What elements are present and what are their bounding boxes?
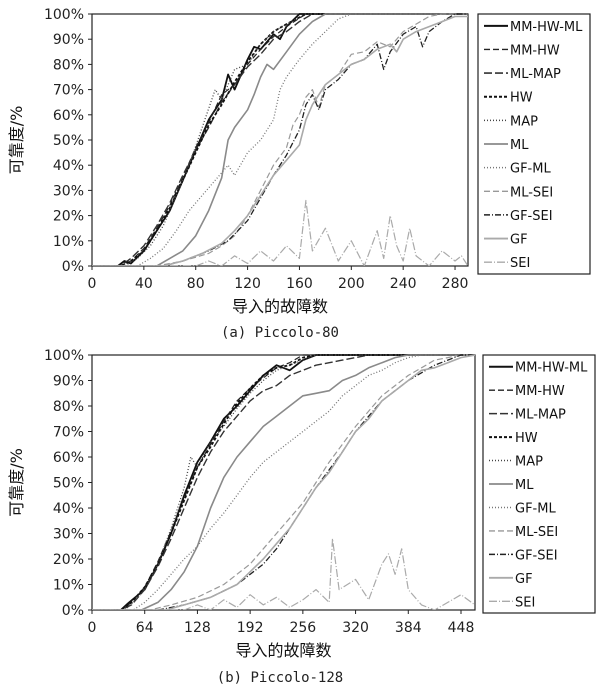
y-tick-label: 80% <box>53 57 84 73</box>
series-line-ml <box>92 13 468 266</box>
y-tick-label: 90% <box>53 374 84 390</box>
legend-label: SEI <box>510 256 530 271</box>
x-tick-label: 120 <box>234 276 261 292</box>
series-line-ml-map <box>92 13 468 266</box>
x-tick-label: 200 <box>338 276 365 292</box>
legend-label: GF-ML <box>515 501 556 516</box>
series-line-mm-hw <box>92 13 468 266</box>
legend-label: GF-ML <box>510 162 551 177</box>
legend-label: HW <box>510 91 533 106</box>
x-tick-label: 256 <box>289 620 316 636</box>
x-tick-label: 80 <box>187 276 205 292</box>
caption-piccolo-128: (b) Piccolo-128 <box>216 670 344 686</box>
series-line-gf <box>92 354 475 610</box>
series-line-ml <box>92 354 475 610</box>
x-tick-label: 128 <box>184 620 211 636</box>
y-tick-label: 70% <box>53 83 84 99</box>
series-line-gf-ml <box>92 354 475 610</box>
legend-label: HW <box>515 431 538 446</box>
x-tick-label: 448 <box>448 620 475 636</box>
legend-box <box>482 354 596 614</box>
series-line-hw <box>92 13 468 266</box>
y-tick-label: 0% <box>62 603 84 619</box>
caption-piccolo-80: (a) Piccolo-80 <box>220 325 339 341</box>
x-tick-label: 320 <box>342 620 369 636</box>
series-line-ml-map <box>92 354 475 610</box>
legend-label: MM-HW <box>510 43 560 58</box>
y-tick-label: 30% <box>53 183 84 199</box>
x-tick-label: 384 <box>395 620 422 636</box>
y-tick-label: 20% <box>53 209 84 225</box>
series-line-gf-sei <box>92 13 468 266</box>
y-tick-label: 40% <box>53 158 84 174</box>
legend-label: SEI <box>515 595 535 610</box>
chart-piccolo-80: 0% 10% 20% 30% 40% 50% 60% 70% 80% 90% 100% 0 40 80 12… <box>7 7 591 316</box>
y-tick-label: 50% <box>53 476 84 492</box>
y-tick-label: 80% <box>53 399 84 415</box>
x-axis-label: 导入的故障数 <box>232 297 328 316</box>
chart-piccolo-128: 0% 10% 20% 30% 40% 50% 60% 70% 80% 90% 100% 0 64 128 1… <box>7 348 596 660</box>
legend-label: GF-SEI <box>515 548 558 563</box>
legend-label: ML <box>515 478 534 493</box>
x-tick-label: 280 <box>442 276 469 292</box>
series-line-hw <box>92 354 475 610</box>
y-tick-label: 90% <box>53 32 84 48</box>
y-tick-label: 0% <box>62 259 84 275</box>
y-tick-label: 40% <box>53 501 84 517</box>
x-tick-label: 192 <box>237 620 264 636</box>
series-group <box>92 354 475 610</box>
series-line-sei <box>92 199 468 266</box>
y-tick-label: 10% <box>53 234 84 250</box>
plot-area <box>91 354 476 611</box>
legend-label: GF <box>515 572 533 587</box>
legend-label: ML-MAP <box>515 408 566 423</box>
y-tick-label: 10% <box>53 578 84 594</box>
legend-label: MAP <box>510 114 538 129</box>
y-tick-label: 70% <box>53 425 84 441</box>
plot-area <box>91 13 469 267</box>
legend-label: GF <box>510 233 528 248</box>
legend-label: ML-SEI <box>510 185 553 200</box>
series-line-map <box>92 354 475 610</box>
series-group <box>92 13 468 266</box>
series-line-gf-ml <box>92 13 468 266</box>
x-tick-label: 0 <box>88 620 97 636</box>
series-line-ml-sei <box>92 13 468 266</box>
legend-label: ML-SEI <box>515 525 558 540</box>
legend-label: ML-MAP <box>510 67 561 82</box>
y-tick-label: 50% <box>53 133 84 149</box>
y-tick-label: 20% <box>53 552 84 568</box>
y-axis-label: 可靠度/% <box>7 106 26 175</box>
y-tick-label: 100% <box>44 7 84 23</box>
x-axis-label: 导入的故障数 <box>235 641 331 660</box>
series-line-ml-sei <box>92 354 475 610</box>
x-tick-label: 40 <box>135 276 153 292</box>
legend-label: MM-HW <box>515 384 565 399</box>
x-tick-label: 64 <box>136 620 154 636</box>
legend-label: MM-HW-ML <box>515 361 588 376</box>
legend-label: ML <box>510 138 529 153</box>
legend-label: MAP <box>515 455 543 470</box>
legend-label: GF-SEI <box>510 209 553 224</box>
y-axis-label: 可靠度/% <box>7 448 26 517</box>
x-tick-label: 0 <box>88 276 97 292</box>
legend-label: MM-HW-ML <box>510 20 583 35</box>
series-line-gf <box>92 15 468 266</box>
y-tick-label: 60% <box>53 108 84 124</box>
y-tick-label: 30% <box>53 527 84 543</box>
y-tick-label: 100% <box>44 348 84 364</box>
x-tick-label: 160 <box>286 276 313 292</box>
x-tick-label: 240 <box>390 276 417 292</box>
y-tick-label: 60% <box>53 450 84 466</box>
